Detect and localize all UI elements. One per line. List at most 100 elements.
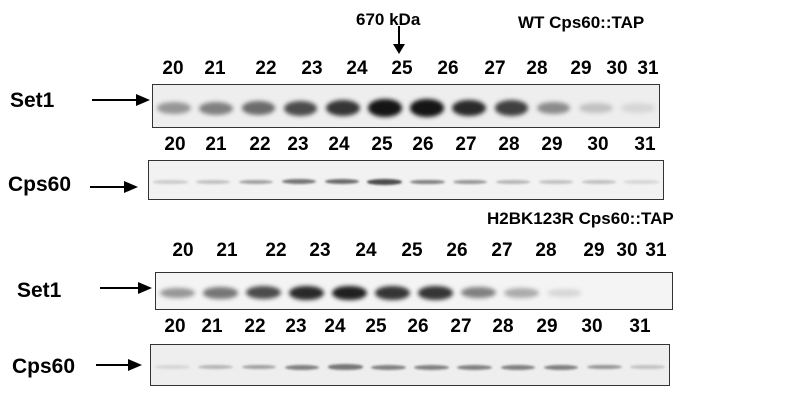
gel-band <box>241 364 277 370</box>
fraction-number: 31 <box>629 316 651 337</box>
fraction-number: 21 <box>205 134 227 155</box>
size-marker-label: 670 kDa <box>356 10 421 29</box>
gel-band <box>418 285 453 300</box>
fraction-number: 22 <box>255 58 277 79</box>
gel-band <box>452 99 487 117</box>
fraction-number: 30 <box>616 240 638 261</box>
fraction-number: 30 <box>606 58 628 79</box>
gel-band <box>327 364 363 370</box>
fraction-number: 23 <box>309 240 331 261</box>
panel-title-h2bk123r: H2BK123R Cps60::TAP <box>487 209 674 228</box>
gel-band <box>586 364 622 370</box>
gel-band <box>196 180 231 184</box>
row-label-set1-wt: Set1 <box>10 89 55 112</box>
gel-band <box>157 102 191 115</box>
gel-band <box>284 364 320 370</box>
gel-band <box>624 180 659 184</box>
gel-band <box>630 365 665 369</box>
arrow-icon <box>100 282 152 294</box>
gel-band <box>457 364 492 370</box>
gel-band <box>325 100 360 117</box>
fraction-number: 27 <box>450 316 472 337</box>
fraction-number: 25 <box>401 240 423 261</box>
fraction-number: 21 <box>201 316 223 337</box>
fraction-number: 31 <box>645 240 667 261</box>
fraction-number: 23 <box>301 58 323 79</box>
gel-band <box>581 180 616 184</box>
gel-band <box>371 364 406 370</box>
gel-band <box>246 286 281 300</box>
fraction-number: 20 <box>172 240 194 261</box>
fraction-number: 23 <box>285 316 307 337</box>
gel-band <box>461 287 496 299</box>
fraction-number: 20 <box>164 134 186 155</box>
gel-band <box>578 102 613 114</box>
fraction-number: 27 <box>484 58 506 79</box>
gel-band <box>453 179 488 185</box>
gel-band <box>203 287 238 299</box>
fraction-number: 30 <box>581 316 603 337</box>
gel-band <box>367 179 402 185</box>
fraction-number: 22 <box>244 316 266 337</box>
gel-band <box>410 99 444 117</box>
fraction-number: 28 <box>535 240 557 261</box>
blot-cps60-wt <box>148 160 664 200</box>
arrow-icon <box>96 359 142 371</box>
fraction-number: 21 <box>204 58 226 79</box>
arrow-icon <box>92 94 150 106</box>
fraction-number: 23 <box>287 134 309 155</box>
gel-band <box>289 285 324 300</box>
row-label-cps60-wt: Cps60 <box>8 173 72 196</box>
gel-band <box>504 287 539 298</box>
gel-band <box>621 103 655 113</box>
fraction-number: 29 <box>583 240 605 261</box>
gel-band <box>543 364 579 370</box>
fraction-number: 29 <box>570 58 592 79</box>
fraction-number: 29 <box>536 316 558 337</box>
fraction-number: 28 <box>498 134 520 155</box>
fraction-number: 27 <box>491 240 513 261</box>
gel-band <box>241 101 276 116</box>
blot-set1-wt <box>152 84 660 128</box>
fraction-number: 28 <box>526 58 548 79</box>
fraction-number: 25 <box>365 316 387 337</box>
fraction-number: 24 <box>355 240 377 261</box>
gel-band <box>495 180 531 184</box>
blot-cps60-mutant <box>150 344 670 386</box>
gel-band <box>368 99 402 117</box>
gel-band <box>281 179 317 185</box>
fraction-number: 22 <box>265 240 287 261</box>
blot-set1-mutant <box>155 272 673 310</box>
fraction-number: 31 <box>634 134 656 155</box>
row-label-cps60-mutant: Cps60 <box>12 355 76 378</box>
gel-band <box>199 101 234 115</box>
gel-band <box>198 365 233 369</box>
gel-band <box>153 180 188 184</box>
fraction-number: 24 <box>346 58 368 79</box>
gel-band <box>283 100 318 116</box>
fraction-number: 24 <box>324 316 346 337</box>
arrow-icon <box>90 181 138 193</box>
fraction-number: 29 <box>541 134 563 155</box>
fraction-number: 30 <box>587 134 609 155</box>
size-marker-arrow <box>393 26 405 54</box>
gel-band <box>160 287 195 299</box>
fraction-number: 21 <box>216 240 238 261</box>
fraction-number: 22 <box>249 134 271 155</box>
gel-band <box>375 285 410 300</box>
fraction-number: 25 <box>371 134 393 155</box>
gel-band <box>536 101 571 115</box>
row-label-set1-mutant: Set1 <box>17 279 62 302</box>
fraction-number: 20 <box>164 316 186 337</box>
panel-title-wt: WT Cps60::TAP <box>518 13 645 32</box>
gel-band <box>324 179 359 185</box>
fraction-number: 28 <box>492 316 514 337</box>
gel-band <box>538 180 574 184</box>
gel-band <box>238 179 274 184</box>
fraction-number: 26 <box>437 58 459 79</box>
fraction-number: 20 <box>162 58 184 79</box>
fraction-number: 24 <box>328 134 350 155</box>
fraction-number: 26 <box>446 240 468 261</box>
fraction-number: 27 <box>455 134 477 155</box>
